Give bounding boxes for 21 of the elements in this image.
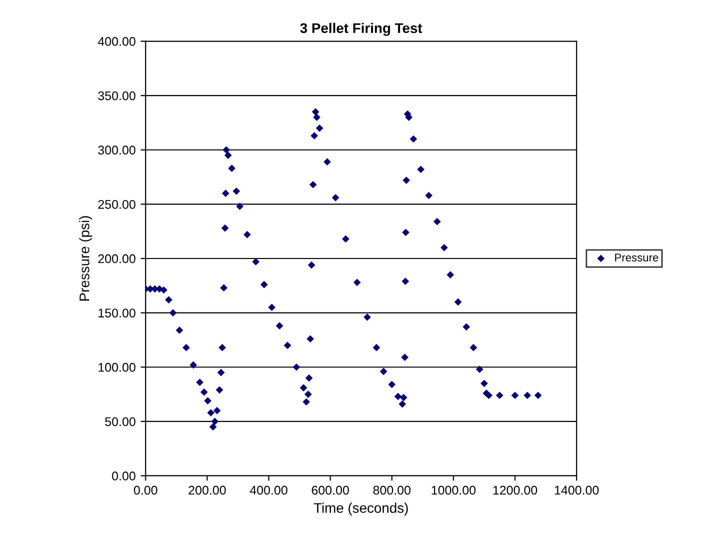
y-tick-label: 300.00 xyxy=(98,146,136,155)
legend-label: Pressure xyxy=(615,254,658,262)
x-tick-label: 600.00 xyxy=(312,486,349,495)
x-tick-label: 1200.00 xyxy=(493,486,538,495)
y-tick-label: 100.00 xyxy=(98,362,136,372)
x-tick-label: 0.00 xyxy=(134,486,158,495)
x-tick-label: 1400.00 xyxy=(554,486,599,495)
y-axis-title: Pressure (psi) xyxy=(79,216,92,301)
chart-title: 3 Pellet Firing Test xyxy=(300,22,422,36)
y-tick-label: 150.00 xyxy=(98,308,136,318)
y-tick-label: 0.00 xyxy=(112,472,136,480)
x-tick-label: 200.00 xyxy=(188,486,226,495)
x-tick-label: 800.00 xyxy=(373,486,410,495)
y-tick-label: 250.00 xyxy=(98,200,136,209)
y-tick-label: 200.00 xyxy=(98,254,136,264)
y-tick-label: 350.00 xyxy=(98,91,136,100)
x-axis-title: Time (seconds) xyxy=(314,502,408,516)
x-tick-label: 400.00 xyxy=(250,486,288,495)
y-tick-label: 50.00 xyxy=(105,417,136,426)
x-tick-label: 1000.00 xyxy=(432,486,476,495)
y-tick-label: 400.00 xyxy=(98,37,136,46)
